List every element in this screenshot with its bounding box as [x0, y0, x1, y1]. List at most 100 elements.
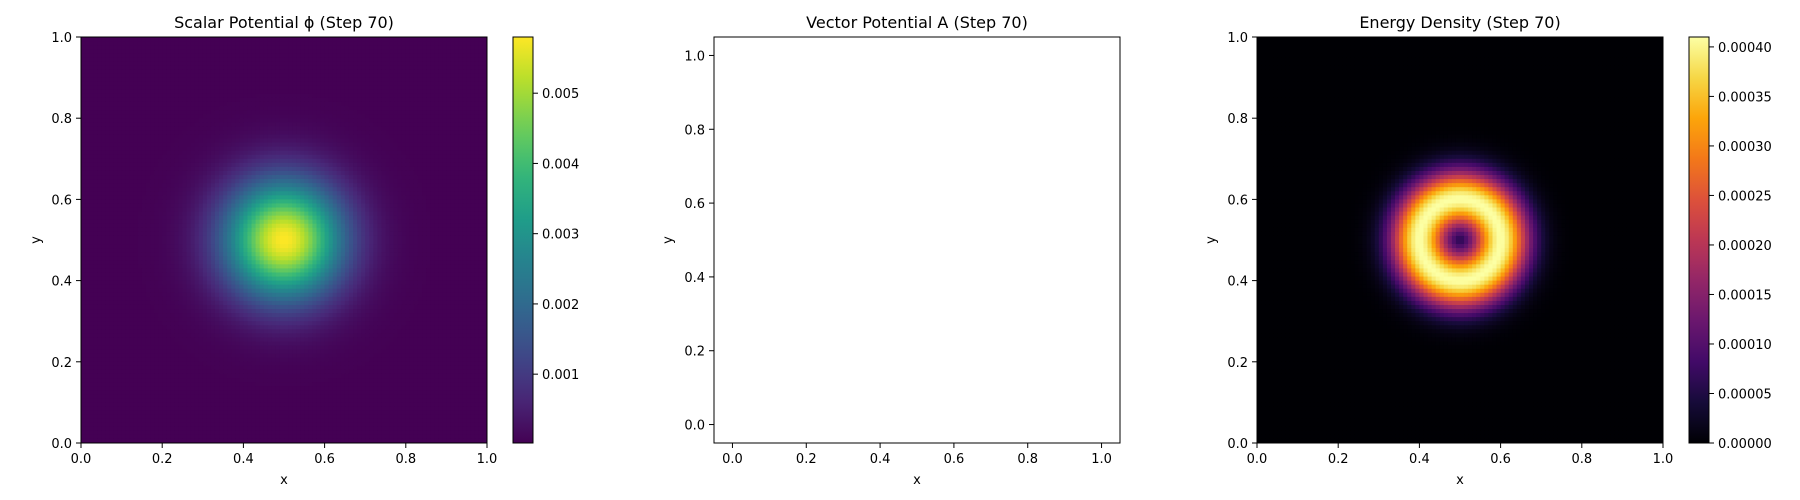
heatmap-cell [255, 219, 261, 225]
heatmap-cell [190, 93, 196, 99]
heatmap-cell [162, 61, 167, 66]
heatmap-cell [275, 158, 281, 164]
heatmap-cell [284, 97, 289, 103]
heatmap-cell [198, 65, 204, 70]
heatmap-cell [141, 49, 147, 54]
heatmap-cell [312, 162, 317, 168]
heatmap-cell [109, 122, 114, 127]
heatmap-cell [462, 162, 468, 168]
heatmap-cell [125, 162, 131, 168]
heatmap-cell [279, 150, 285, 156]
heatmap-cell [373, 203, 378, 209]
heatmap-cell [470, 93, 476, 99]
heatmap-cell [413, 150, 419, 156]
heatmap-cell [446, 49, 451, 54]
heatmap-cell [417, 106, 423, 111]
heatmap-cell [296, 77, 301, 83]
heatmap-cell [470, 61, 476, 66]
heatmap-cell [162, 207, 167, 213]
heatmap-cell [154, 175, 159, 180]
heatmap-cell [393, 106, 399, 111]
heatmap-cell [129, 106, 135, 111]
heatmap-cell [320, 101, 326, 107]
heatmap-cell [308, 207, 313, 213]
heatmap-cell [255, 57, 261, 62]
heatmap-cell [316, 175, 322, 180]
heatmap-cell [304, 126, 309, 131]
heatmap-cell [422, 57, 427, 62]
heatmap-cell [223, 57, 228, 62]
heatmap-cell [174, 101, 179, 107]
heatmap-cell [422, 77, 427, 83]
heatmap-cell [101, 45, 106, 50]
heatmap-cell [454, 41, 460, 46]
heatmap-cell [377, 162, 382, 168]
heatmap-cell [174, 158, 179, 164]
heatmap-cell [324, 69, 330, 75]
heatmap-cell [121, 97, 127, 103]
heatmap-cell [474, 223, 480, 229]
heatmap-cell [450, 41, 456, 46]
heatmap-cell [296, 142, 301, 148]
heatmap-cell [405, 199, 411, 204]
heatmap-cell [89, 138, 94, 144]
heatmap-cell [271, 138, 277, 144]
heatmap-cell [125, 154, 131, 160]
heatmap-cell [166, 81, 171, 87]
heatmap-cell [413, 158, 419, 164]
heatmap-cell [121, 41, 127, 46]
heatmap-cell [446, 65, 451, 70]
heatmap-cell [190, 227, 196, 233]
heatmap-cell [401, 146, 407, 152]
heatmap-cell [292, 183, 297, 188]
heatmap-cell [450, 203, 456, 209]
heatmap-cell [353, 199, 358, 204]
heatmap-cell [137, 179, 143, 184]
heatmap-cell [458, 158, 464, 164]
heatmap-cell [162, 126, 167, 131]
heatmap-cell [174, 97, 179, 103]
heatmap-cell [271, 219, 277, 225]
heatmap-cell [194, 231, 200, 237]
heatmap-cell [413, 142, 419, 148]
heatmap-cell [154, 142, 159, 148]
heatmap-cell [373, 57, 378, 62]
heatmap-cell [397, 93, 403, 99]
heatmap-cell [397, 53, 403, 58]
heatmap-cell [259, 154, 265, 160]
heatmap-cell [470, 219, 476, 225]
heatmap-cell [377, 81, 382, 87]
heatmap-cell [129, 211, 135, 217]
heatmap-cell [85, 89, 90, 95]
heatmap-cell [353, 130, 358, 135]
heatmap-cell [194, 142, 200, 148]
heatmap-cell [393, 45, 399, 50]
heatmap-cell [324, 191, 330, 196]
heatmap-cell [174, 150, 179, 156]
heatmap-cell [377, 77, 382, 83]
heatmap-cell [170, 53, 175, 58]
heatmap-cell [239, 219, 244, 225]
heatmap-cell [81, 69, 86, 75]
heatmap-cell [105, 191, 110, 196]
heatmap-cell [263, 142, 269, 148]
heatmap-cell [417, 207, 423, 213]
heatmap-cell [137, 77, 143, 83]
heatmap-cell [450, 191, 456, 196]
heatmap-cell [292, 37, 297, 42]
heatmap-cell [133, 69, 139, 75]
heatmap-cell [259, 146, 265, 152]
heatmap-cell [462, 57, 468, 62]
heatmap-cell [275, 85, 281, 91]
heatmap-cell [186, 122, 192, 127]
heatmap-cell [194, 175, 200, 180]
heatmap-cell [275, 77, 281, 83]
heatmap-cell [466, 179, 472, 184]
heatmap-cell [214, 179, 220, 184]
heatmap-cell [170, 154, 175, 160]
heatmap-cell [129, 49, 135, 54]
heatmap-cell [141, 223, 147, 229]
heatmap-cell [85, 219, 90, 225]
heatmap-cell [190, 45, 196, 50]
heatmap-cell [223, 199, 228, 204]
